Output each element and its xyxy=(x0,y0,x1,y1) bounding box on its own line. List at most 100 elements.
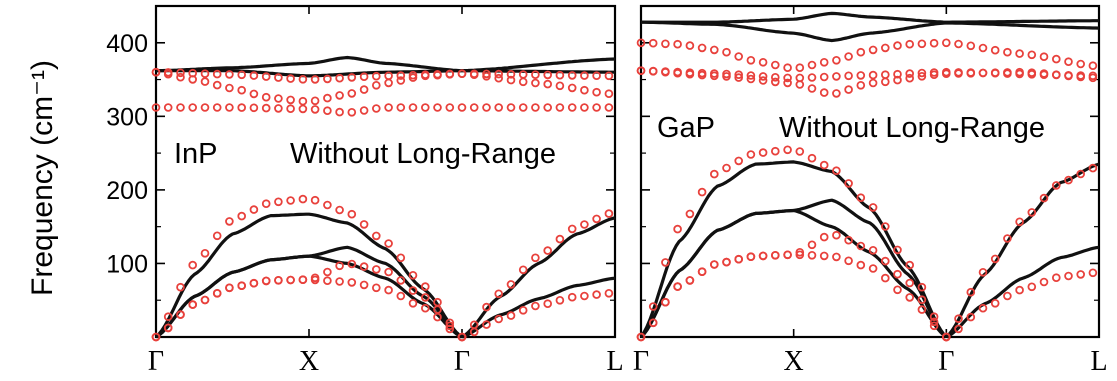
measured-point xyxy=(746,252,756,262)
measured-point xyxy=(673,67,682,77)
measured-point xyxy=(856,47,866,57)
measured-point xyxy=(1064,71,1073,80)
measured-point xyxy=(661,258,670,267)
measured-point xyxy=(807,84,817,93)
measured-point xyxy=(807,60,817,70)
measured-point xyxy=(408,286,418,295)
measured-point xyxy=(176,282,185,292)
measured-point xyxy=(868,45,878,55)
panel-title: GaP xyxy=(657,112,715,144)
measured-point xyxy=(1015,49,1024,58)
measured-point xyxy=(420,282,430,291)
measured-point xyxy=(482,320,491,329)
measured-point xyxy=(697,267,707,277)
measured-point xyxy=(212,231,222,241)
measured-point xyxy=(1064,175,1073,185)
measured-point xyxy=(819,88,829,97)
measured-point xyxy=(433,312,442,322)
measured-point xyxy=(807,240,817,250)
measured-point xyxy=(893,245,902,255)
measured-point xyxy=(506,103,516,112)
measured-point xyxy=(261,72,271,81)
measured-point xyxy=(592,290,601,299)
plot-frame xyxy=(639,4,1101,339)
dispersion-branch-solid xyxy=(156,55,616,73)
measured-point xyxy=(880,77,890,87)
measured-point xyxy=(188,68,198,78)
measured-point xyxy=(1039,70,1049,79)
measured-point xyxy=(543,103,552,112)
measured-point xyxy=(990,298,1000,308)
measured-point xyxy=(274,94,283,103)
measured-point xyxy=(518,77,528,87)
measured-point xyxy=(531,253,540,263)
measured-point xyxy=(384,103,393,112)
measured-point xyxy=(482,69,491,79)
measured-point xyxy=(176,103,185,112)
measured-point xyxy=(1052,273,1061,283)
measured-point xyxy=(844,235,853,245)
measured-point xyxy=(734,52,743,61)
measured-point xyxy=(433,70,442,79)
measured-point xyxy=(746,74,756,84)
measured-point xyxy=(1027,50,1037,60)
measured-point xyxy=(905,73,914,83)
measured-point xyxy=(396,253,406,263)
measured-point xyxy=(880,273,890,283)
measured-point xyxy=(905,69,914,78)
measured-point xyxy=(286,74,295,83)
measured-point xyxy=(298,194,308,204)
measured-point xyxy=(783,250,792,260)
measured-point xyxy=(420,303,430,313)
measured-point xyxy=(310,195,320,205)
measured-point xyxy=(770,73,780,82)
measured-point xyxy=(673,224,682,234)
measured-point xyxy=(1039,52,1049,61)
measured-point xyxy=(212,69,222,79)
measured-point xyxy=(494,314,504,324)
measured-point xyxy=(966,312,976,322)
measured-point xyxy=(1003,47,1012,57)
measured-point xyxy=(636,38,646,48)
measured-point xyxy=(384,78,393,88)
measured-point xyxy=(1076,71,1085,80)
measured-point xyxy=(188,260,198,270)
measured-point xyxy=(604,288,614,298)
measured-point xyxy=(506,311,516,320)
measured-point xyxy=(286,275,295,285)
measured-point xyxy=(819,57,829,67)
measured-point xyxy=(770,146,780,156)
measured-point xyxy=(237,281,247,291)
x-tick-label: Γ xyxy=(938,346,954,376)
measured-point xyxy=(929,321,939,331)
measured-point xyxy=(783,73,792,83)
y-tick-label: 200 xyxy=(106,177,148,205)
measured-point xyxy=(954,324,963,334)
measured-point xyxy=(1027,282,1037,292)
dispersion-branch-solid xyxy=(155,254,463,339)
measured-point xyxy=(384,267,393,277)
x-tick-label: Γ xyxy=(454,346,470,376)
measured-point xyxy=(261,276,271,286)
measured-point xyxy=(709,169,719,179)
measured-point xyxy=(359,220,369,229)
measured-point xyxy=(1088,71,1098,81)
measured-point xyxy=(990,68,1000,78)
measured-point xyxy=(396,103,406,112)
measured-point xyxy=(506,75,516,85)
panel-subtitle: Without Long-Range xyxy=(290,138,556,170)
measured-point xyxy=(893,69,902,79)
measured-point xyxy=(604,71,614,81)
measured-point xyxy=(543,299,552,309)
measured-point xyxy=(286,196,295,205)
measured-point xyxy=(163,312,173,322)
measured-point xyxy=(237,103,247,112)
measured-point xyxy=(819,232,829,242)
measured-point xyxy=(636,332,646,342)
measured-point xyxy=(310,75,320,84)
measured-point xyxy=(225,103,234,112)
measured-point xyxy=(420,293,430,302)
